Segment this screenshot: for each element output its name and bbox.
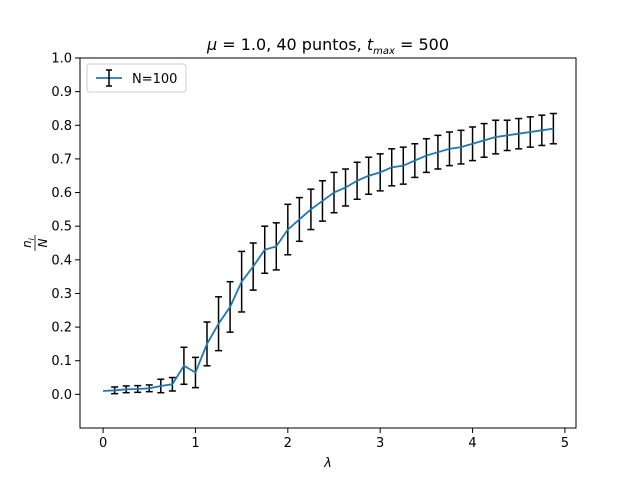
x-tick-label: 4	[468, 436, 476, 451]
plot-frame	[79, 57, 577, 429]
y-tick-label: 0.6	[51, 186, 72, 201]
legend-label: N=100	[132, 72, 177, 87]
y-tick-label: 0.7	[51, 152, 72, 167]
x-axis-label: λ	[323, 456, 332, 471]
y-tick-label: 0.9	[51, 85, 72, 100]
y-tick-label: 0.5	[51, 220, 72, 235]
legend-box	[86, 63, 187, 93]
y-tick-label: 0.0	[51, 388, 72, 403]
legend: N=100	[86, 63, 187, 93]
x-tick-label: 0	[99, 436, 107, 451]
y-axis-label-numerator: ni	[20, 237, 36, 248]
x-tick-label: 3	[376, 436, 384, 451]
plot-area	[103, 112, 557, 395]
x-axis-ticks: 0 1 2 3 4 5	[99, 428, 569, 451]
x-tick-label: 2	[284, 436, 292, 451]
series-line-n100	[103, 127, 554, 392]
y-tick-label: 0.8	[51, 119, 72, 134]
y-axis-label-denominator: N	[36, 238, 50, 247]
y-axis-label: ni N	[20, 235, 50, 251]
chart-title: μ = 1.0, 40 puntos, tmax = 500	[206, 35, 449, 57]
x-tick-label: 1	[191, 436, 199, 451]
x-tick-label: 5	[561, 436, 569, 451]
y-tick-label: 1.0	[51, 52, 72, 67]
y-tick-label: 0.3	[51, 287, 72, 302]
y-axis-ticks: 0.0 0.1 0.2 0.3 0.4 0.5 0.6 0.7 0.8 0.9 1.0	[51, 52, 80, 403]
y-tick-label: 0.2	[51, 321, 72, 336]
y-tick-label: 0.1	[51, 354, 72, 369]
y-tick-label: 0.4	[51, 253, 72, 268]
